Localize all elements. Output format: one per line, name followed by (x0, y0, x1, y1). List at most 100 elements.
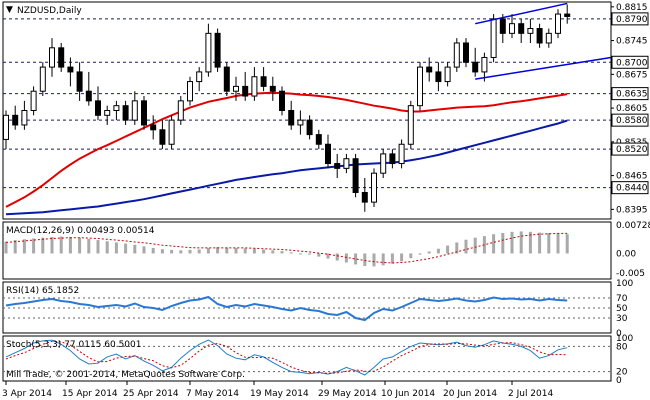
candle (242, 71, 249, 101)
candle-body (159, 129, 166, 145)
candle (196, 67, 203, 92)
macd-bar (446, 245, 450, 254)
candle (3, 110, 9, 150)
date-tick-label: 15 Apr 2014 (62, 389, 118, 399)
macd-bar (225, 247, 229, 254)
macd-panel-frame (2, 221, 612, 280)
watermark: Mill Trade, © 2001-2014, MetaQuotes Soft… (6, 370, 245, 380)
rsi-tick-label: 70 (616, 294, 628, 304)
candle (306, 115, 313, 140)
price-tick-label: 0.8520 (616, 145, 648, 155)
candle (536, 23, 543, 48)
price-tick-label: 0.8440 (616, 184, 648, 194)
candle (426, 57, 433, 82)
candle (168, 115, 175, 150)
candle (205, 23, 212, 77)
price-level-label-box (611, 181, 649, 195)
candle (545, 28, 552, 48)
macd-bar (234, 247, 238, 254)
macd-bar (556, 233, 560, 254)
price-tick-label: 0.8745 (616, 37, 648, 47)
candle (297, 110, 304, 135)
candle (343, 153, 350, 174)
candle-body (95, 100, 101, 116)
candle-body (315, 134, 322, 145)
macd-bar (400, 253, 404, 262)
candle (288, 100, 295, 130)
candle (499, 14, 506, 43)
stoch-tick-label: 80 (616, 342, 628, 352)
candle-body (76, 71, 83, 92)
candle-body (67, 66, 74, 73)
candle (555, 9, 561, 39)
candle (58, 42, 65, 72)
candle (177, 96, 184, 125)
moving-average-blue (5, 119, 568, 216)
macd-bar (547, 233, 551, 254)
price-panel (3, 2, 612, 216)
macd-bar (473, 237, 477, 254)
stoch-label: Stoch(5,3,3) 77.0115 60.5001 (6, 340, 141, 350)
candle-body (343, 158, 350, 169)
macd-bar (464, 239, 468, 254)
macd-bar (565, 234, 569, 254)
macd-bar (390, 253, 394, 264)
date-tick-label: 10 Jun 2014 (381, 389, 435, 399)
candle-body (168, 119, 175, 145)
price-tick-label: 0.8395 (616, 205, 648, 215)
candle-body (39, 66, 46, 92)
macd-bar (501, 233, 505, 254)
candle (269, 76, 276, 101)
price-tick-label: 0.8675 (616, 70, 648, 80)
symbol-arrow-icon[interactable]: ▼ (6, 5, 13, 15)
candle-body (85, 90, 92, 102)
macd-bar (455, 242, 459, 254)
price-level-label-box (611, 87, 649, 101)
price-level-label-box (611, 142, 649, 156)
candle (223, 62, 230, 97)
chart-title: NZDUSD,Daily (17, 6, 82, 16)
rsi-tick-label: 50 (616, 304, 628, 314)
candle-body (58, 47, 65, 68)
candle-body (260, 76, 267, 87)
candle-body (150, 124, 157, 131)
candle-body (12, 114, 19, 126)
macd-bar (114, 242, 118, 254)
rsi-label: RSI(14) 65.1852 (6, 286, 79, 296)
rsi-tick-label: 100 (616, 279, 633, 289)
macd-bar (22, 239, 26, 254)
candle (472, 47, 479, 77)
price-tick-label: 0.8700 (616, 58, 648, 68)
candle (490, 14, 497, 63)
price-tick-label: 0.8465 (616, 172, 648, 182)
price-tick-label: 0.8605 (616, 104, 648, 114)
macd-bar (32, 238, 36, 254)
macd-bar (436, 248, 440, 254)
rsi-panel (3, 295, 611, 322)
macd-bar (13, 240, 17, 254)
candle-body (104, 110, 111, 116)
macd-bar (68, 236, 72, 254)
macd-bar (519, 231, 523, 254)
candle (398, 139, 405, 169)
candle-body (472, 61, 479, 73)
candle-body (555, 13, 561, 34)
macd-bar (151, 247, 155, 254)
candle-body (251, 76, 258, 97)
macd-bar (289, 252, 293, 254)
date-tick-label: 19 May 2014 (250, 389, 309, 399)
candle-body (279, 90, 285, 112)
candle (122, 100, 129, 125)
macd-bar (252, 248, 256, 254)
macd-bar (262, 249, 266, 254)
candle-body (361, 191, 368, 203)
macd-bar (216, 247, 220, 254)
candle-body (564, 13, 571, 17)
candle-body (306, 119, 313, 136)
candle (435, 62, 442, 92)
candle (325, 134, 331, 169)
macd-bar (243, 248, 247, 254)
candle (76, 62, 83, 101)
candle (260, 67, 267, 92)
candle-body (233, 85, 239, 92)
